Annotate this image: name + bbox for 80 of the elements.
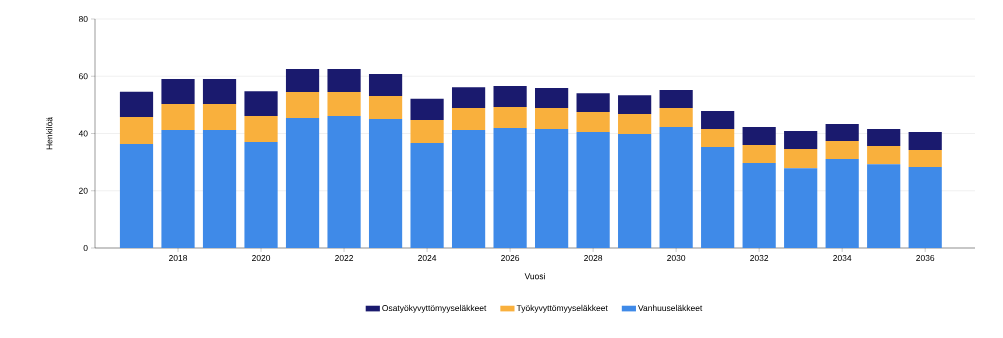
bar: [285, 118, 320, 248]
bar: [493, 85, 527, 107]
bar: [368, 118, 403, 248]
bar: [119, 91, 154, 117]
bar: [825, 124, 859, 141]
bar: [659, 89, 693, 109]
bar: [493, 128, 527, 248]
x-tick-label: 2036: [916, 255, 935, 262]
bar: [576, 132, 610, 248]
bar: [535, 108, 569, 129]
bar: [742, 162, 776, 248]
bar: [327, 69, 361, 92]
bar: [244, 116, 278, 143]
bar: [618, 95, 652, 115]
bar: [784, 130, 818, 149]
bar: [202, 79, 237, 105]
x-tick-label: 2032: [750, 255, 769, 262]
bar: [161, 104, 195, 131]
bar: [410, 98, 444, 121]
bar: [327, 91, 361, 117]
bar: [244, 91, 278, 117]
bar: [161, 79, 195, 105]
legend-label: Vanhuuseläkkeet: [637, 304, 703, 312]
bar: [202, 104, 237, 131]
bar: [784, 168, 818, 248]
bar: [368, 73, 403, 96]
x-tick-label: 2020: [252, 255, 271, 262]
bar: [659, 108, 693, 127]
x-tick-label: 2028: [584, 255, 603, 262]
x-tick-label: 2022: [335, 255, 354, 262]
bar: [451, 87, 486, 109]
y-tick-label: 20: [78, 187, 88, 194]
bar: [825, 140, 859, 159]
x-tick-label: 2026: [501, 255, 520, 262]
bar: [701, 146, 735, 248]
bar: [368, 96, 403, 119]
bar: [908, 166, 942, 248]
bar: [535, 87, 569, 109]
x-tick-label: 2024: [418, 255, 437, 262]
x-tick-label: 2030: [667, 255, 686, 262]
bar: [867, 146, 901, 165]
x-tick-label: 2034: [833, 255, 852, 262]
bar: [451, 108, 486, 131]
bar: [535, 128, 569, 248]
bar: [493, 106, 527, 129]
bar: [825, 158, 859, 248]
bar: [244, 142, 278, 248]
bar: [742, 144, 776, 163]
bar: [742, 126, 776, 145]
bar: [119, 116, 154, 145]
bar: [451, 130, 486, 248]
bar: [659, 126, 693, 248]
x-tick-label: 2018: [169, 255, 188, 262]
bar: [908, 150, 942, 167]
bar: [285, 69, 320, 92]
bar: [867, 128, 901, 147]
bar: [327, 116, 361, 248]
bar: [618, 114, 652, 135]
y-tick-label: 80: [78, 16, 88, 22]
y-tick-label: 60: [79, 73, 88, 80]
y-tick-label: 40: [78, 130, 88, 137]
bar: [410, 142, 444, 248]
bar: [784, 148, 818, 169]
legend-label: Osatyökyvyttömyyseläkkeet: [382, 304, 487, 313]
legend-label: Työkyvyttömyyseläkkeet: [516, 304, 608, 313]
bar: [576, 93, 610, 113]
bar: [908, 132, 942, 151]
bar: [701, 128, 735, 147]
bar: [161, 130, 195, 248]
bar: [701, 110, 735, 129]
x-axis-title: Vuosi: [524, 273, 545, 280]
y-axis-title: Henkilöä: [46, 117, 53, 150]
bar: [285, 91, 320, 119]
y-tick-label: 0: [83, 245, 88, 251]
bar: [867, 164, 901, 248]
bar: [119, 144, 154, 248]
bar: [576, 112, 610, 133]
bar: [618, 134, 652, 248]
bar: [410, 120, 444, 143]
bar: [202, 130, 237, 248]
